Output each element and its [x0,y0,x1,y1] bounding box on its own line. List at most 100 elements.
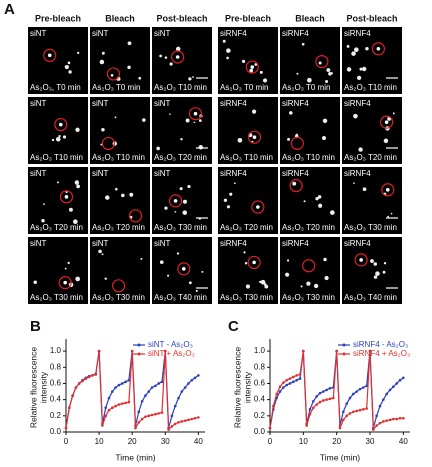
nuclear-body [318,61,322,65]
nuclear-body [55,136,61,142]
data-point [104,414,108,418]
nuclear-body [140,257,143,260]
nuclear-body [322,118,328,124]
data-point [127,378,131,382]
nuclear-body [100,143,103,146]
nuclear-body [318,203,323,208]
data-point [315,395,318,398]
data-point [308,412,312,416]
data-point [111,406,114,410]
data-point [325,398,328,401]
micrograph [90,237,150,304]
data-point [288,382,292,385]
micrograph [280,237,340,304]
time-label: As₂O₃ T30 min [220,293,273,302]
data-point [183,419,187,422]
time-label: As₂O₃ T30 min [154,223,207,232]
sample-label: siNT [154,99,171,108]
bleach-region [302,259,316,273]
nuclear-body [365,46,369,51]
target-body [193,111,198,116]
nuclear-body [121,193,125,198]
nuclear-body [43,203,45,206]
nuclear-body [101,253,104,256]
data-point [147,390,151,393]
time-label: As₂O₃ T40 min [154,293,207,302]
data-point [180,390,184,393]
data-point [292,375,295,379]
bleach-region [112,279,126,293]
nuclear-body [101,51,105,55]
data-point [348,412,352,415]
nuclear-body [159,260,164,265]
nuclear-body [62,135,67,139]
nuclear-body [73,219,78,225]
sample-label: siNT [92,239,109,248]
data-point [160,411,164,414]
nuclear-body [285,272,290,277]
micrograph [152,237,212,304]
nuclear-body [114,116,117,119]
bleach-region [247,255,261,270]
nuclear-body [353,47,359,53]
bleach-region [289,179,303,193]
legend-marker [342,352,346,356]
data-point [170,414,174,418]
data-point [348,396,352,400]
data-point [385,392,388,396]
data-point [342,418,345,422]
nuclear-body [254,63,258,66]
sample-label: siNT [154,29,171,38]
micrograph [342,167,402,234]
sample-label: siRNF4 [282,29,309,38]
micrograph [90,167,150,234]
nuclear-body [129,192,134,197]
data-point [173,404,177,408]
bleach-region [188,107,203,121]
nuclear-body [188,281,192,285]
data-point [163,349,167,353]
nuclear-body [138,76,142,80]
nuclear-body [33,280,37,285]
target-body [252,135,257,140]
sample-label: siRNF4 [344,239,371,248]
x-tick-label: 30 [161,437,170,446]
data-point [193,416,197,420]
column-header: Bleach [295,13,325,23]
nuclear-body [201,270,204,273]
data-point [338,426,342,430]
data-point [398,416,402,420]
sample-label: siNT [30,29,47,38]
nuclear-body [68,70,72,74]
bleach-region [245,60,259,74]
time-label: As₂O₃ T20 min [282,223,335,232]
nuclear-body [68,207,73,212]
data-point [362,408,365,411]
target-body [359,258,363,262]
nuclear-body [382,270,386,274]
data-point [81,379,84,383]
nuclear-body [41,219,45,223]
data-point [140,399,144,403]
data-point [282,381,285,384]
nuclear-body [356,75,362,80]
nuclear-body [223,198,228,202]
target-body [58,122,63,127]
data-point [368,349,372,353]
data-point [84,377,88,380]
data-point [328,387,332,390]
data-point [193,376,197,380]
data-point [312,406,315,410]
data-point [345,402,348,405]
nuclear-body [296,72,299,75]
data-point [91,374,94,377]
data-point [190,417,194,421]
nuclear-body [351,51,356,56]
sample-label: siNT [30,239,47,248]
legend-label: siRNF4 + As₂O₃ [353,349,410,358]
sample-label: siRNF4 [344,99,371,108]
nuclear-body [187,184,191,189]
nuclear-body [159,54,162,58]
data-point [154,412,157,416]
data-point [332,396,335,400]
